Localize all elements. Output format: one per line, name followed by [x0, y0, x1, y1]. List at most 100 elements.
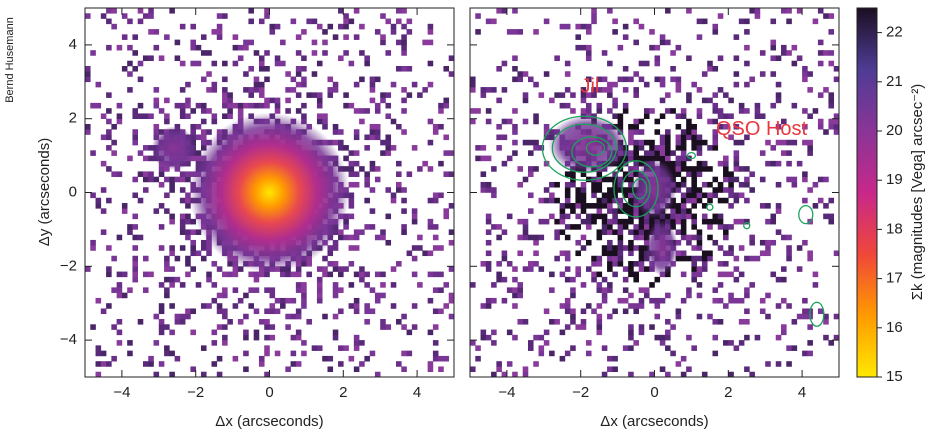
- pixel: [406, 171, 413, 177]
- pixel: [269, 303, 276, 309]
- x-tick-label: −4: [498, 384, 515, 401]
- pixel: [733, 160, 740, 167]
- pixel: [401, 229, 407, 235]
- pixel: [570, 345, 576, 351]
- pixel: [744, 60, 750, 67]
- pixel: [322, 39, 328, 46]
- pixel: [417, 92, 423, 98]
- pixel: [390, 118, 397, 125]
- pixel: [248, 18, 254, 25]
- pixel: [485, 108, 492, 114]
- pixel: [353, 108, 360, 114]
- pixel: [512, 29, 518, 35]
- pixel: [496, 8, 502, 14]
- pixel: [385, 18, 392, 25]
- pixel: [222, 287, 228, 293]
- pixel: [485, 266, 492, 272]
- pixel: [538, 92, 545, 98]
- pixel: [185, 97, 191, 104]
- pixel: [596, 255, 603, 262]
- colorbar-tick-label: 15: [886, 368, 903, 385]
- pixel: [364, 355, 370, 362]
- pixel: [628, 192, 634, 199]
- pixel: [295, 266, 302, 272]
- pixel: [638, 129, 645, 135]
- pixel: [369, 308, 376, 315]
- pixel: [580, 234, 587, 241]
- pixel: [575, 44, 581, 51]
- pixel: [406, 29, 413, 35]
- colorbar-tick-label: 20: [886, 122, 903, 139]
- pixel: [638, 139, 645, 146]
- pixel: [100, 113, 107, 119]
- pixel: [607, 313, 613, 320]
- pixel: [628, 123, 634, 130]
- pixel: [675, 76, 682, 83]
- pixel: [723, 303, 729, 309]
- pixel: [422, 160, 428, 167]
- pixel: [691, 166, 697, 172]
- pixel: [364, 282, 370, 288]
- pixel: [717, 123, 724, 130]
- pixel: [496, 234, 502, 241]
- pixel: [169, 213, 175, 220]
- pixel: [738, 297, 745, 304]
- x-tick-label: −4: [113, 384, 130, 401]
- pixel: [480, 334, 487, 341]
- pixel: [549, 192, 555, 199]
- pixel: [158, 319, 165, 325]
- image-panel: [470, 8, 839, 377]
- pixel: [295, 361, 302, 367]
- pixel: [443, 150, 450, 156]
- pixel: [332, 245, 339, 251]
- pixel: [612, 181, 618, 188]
- pixel: [496, 134, 502, 141]
- pixel: [169, 303, 175, 309]
- pixel: [622, 218, 629, 225]
- pixel: [744, 181, 750, 188]
- pixel: [728, 340, 734, 346]
- pixel: [190, 129, 196, 135]
- pixel: [607, 355, 613, 362]
- pixel: [633, 229, 639, 235]
- pixel: [738, 319, 745, 325]
- pixel: [564, 60, 571, 67]
- pixel: [533, 29, 539, 35]
- pixel: [491, 18, 497, 25]
- pixel: [512, 129, 518, 135]
- pixel: [723, 250, 729, 257]
- pixel: [817, 8, 824, 14]
- pixel: [585, 29, 592, 35]
- pixel: [306, 271, 312, 278]
- pixel: [717, 113, 724, 119]
- pixel: [153, 29, 160, 35]
- pixel: [733, 34, 740, 40]
- pixel: [443, 355, 450, 362]
- pixel: [95, 371, 102, 377]
- pixel: [222, 313, 228, 320]
- pixel: [833, 129, 839, 135]
- pixel: [301, 350, 307, 357]
- pixel: [243, 71, 249, 77]
- pixel: [90, 150, 96, 156]
- pixel: [749, 371, 755, 377]
- pixel: [216, 324, 223, 330]
- pixel: [211, 87, 218, 93]
- pixel: [796, 160, 803, 167]
- pixel: [786, 250, 792, 257]
- pixel: [406, 350, 413, 357]
- pixel: [448, 203, 454, 209]
- pixel: [712, 350, 719, 357]
- pixel: [301, 282, 307, 288]
- pixel: [501, 371, 508, 377]
- pixel: [258, 271, 265, 278]
- pixel: [222, 340, 228, 346]
- pixel: [633, 234, 639, 241]
- pixel: [185, 218, 191, 225]
- pixel: [106, 8, 112, 14]
- contour: [551, 123, 618, 173]
- pixel: [665, 108, 671, 114]
- pixel: [85, 76, 91, 83]
- pixel: [100, 187, 107, 193]
